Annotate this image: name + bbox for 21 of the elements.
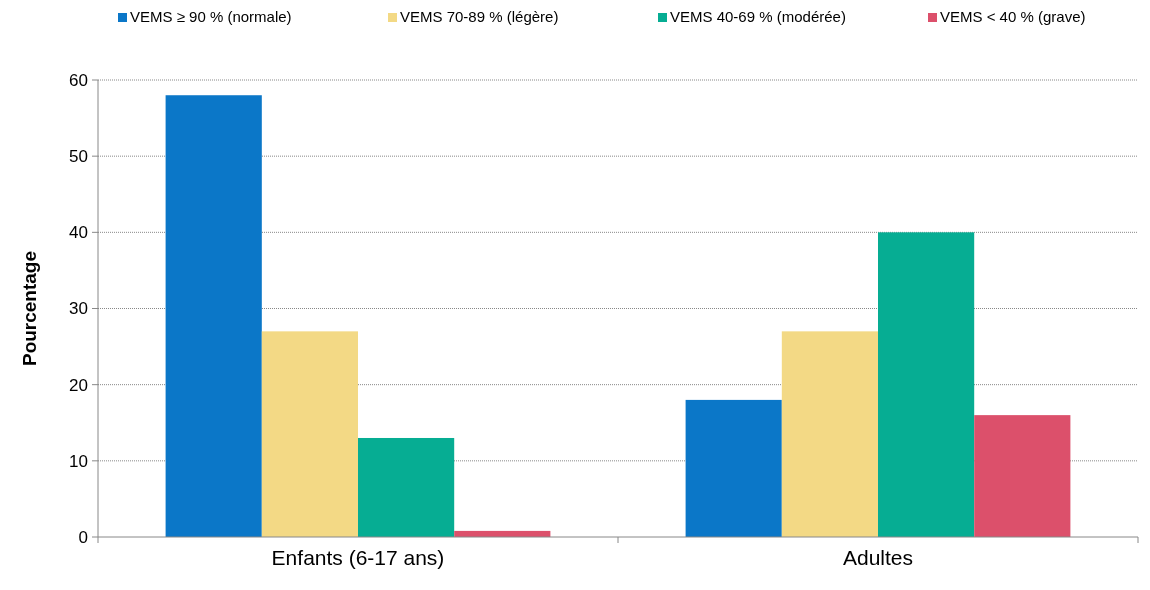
bar: [878, 232, 975, 537]
bar: [165, 95, 262, 537]
y-tick-label: 40: [69, 223, 88, 243]
legend-label: VEMS 70-89 % (légère): [400, 8, 559, 25]
bar: [781, 331, 878, 537]
bar: [974, 415, 1071, 537]
y-tick-label: 60: [69, 70, 88, 90]
bar: [685, 399, 782, 537]
y-tick-label: 20: [69, 375, 88, 395]
bar: [358, 437, 455, 537]
legend-label: VEMS < 40 % (grave): [940, 8, 1086, 25]
x-tick-label: Enfants (6-17 ans): [271, 546, 445, 569]
y-tick-label: 0: [78, 527, 88, 547]
y-tick-label: 30: [69, 299, 88, 319]
y-axis-title: Pourcentage: [19, 250, 40, 367]
y-tick-label: 10: [69, 451, 88, 471]
legend-label: VEMS ≥ 90 % (normale): [130, 8, 292, 25]
x-tick-label: Adultes: [842, 546, 914, 569]
y-tick-label: 50: [69, 147, 88, 167]
legend-label: VEMS 40-69 % (modérée): [670, 8, 846, 25]
bar: [261, 331, 358, 537]
